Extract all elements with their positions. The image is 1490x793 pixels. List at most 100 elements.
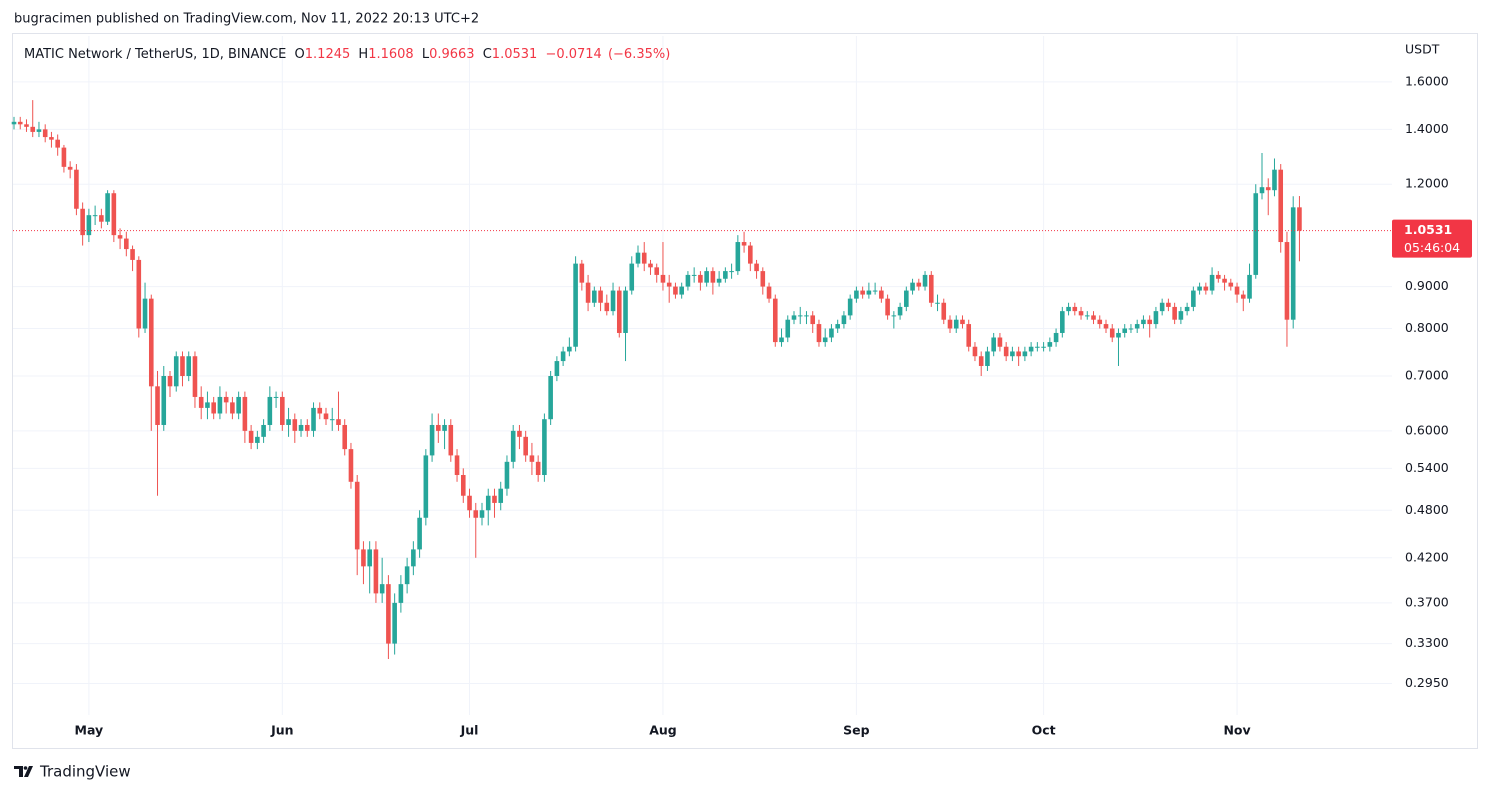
- open-value: 1.1245: [305, 47, 351, 62]
- candle-body: [86, 215, 92, 236]
- candle-body: [510, 430, 516, 462]
- candle-body: [997, 337, 1003, 347]
- candle-body: [735, 242, 741, 272]
- last-price-tag: [1392, 219, 1472, 258]
- candle-body: [754, 263, 759, 272]
- candle-body: [1084, 315, 1090, 317]
- candle-body: [604, 302, 610, 312]
- candle-body: [1128, 328, 1134, 330]
- candle-body: [548, 376, 553, 420]
- candle-body: [1216, 274, 1221, 279]
- candle-body: [648, 263, 653, 268]
- x-tick-label: Aug: [649, 723, 677, 738]
- candle-body: [1191, 290, 1196, 307]
- candle-body: [691, 274, 697, 276]
- candle-body: [1290, 207, 1296, 320]
- candle-body: [1078, 311, 1084, 316]
- candle-body: [766, 286, 772, 299]
- candle-body: [1184, 306, 1190, 312]
- candle-body: [1141, 319, 1146, 325]
- candle-body: [1153, 311, 1159, 325]
- candle-body: [560, 351, 566, 362]
- candle-body: [816, 324, 822, 343]
- candle-body: [423, 455, 429, 518]
- candle-body: [429, 424, 435, 456]
- candle-body: [891, 315, 897, 317]
- candle-body: [523, 436, 528, 456]
- candle-body: [317, 407, 323, 414]
- candle-body: [916, 282, 922, 287]
- footer-logo: TradingView: [14, 763, 131, 781]
- candle-body: [379, 584, 385, 594]
- candle-body: [173, 356, 179, 387]
- candle-body: [1222, 278, 1227, 283]
- candle-body: [298, 424, 304, 431]
- candle-body: [55, 139, 60, 148]
- x-tick-label: May: [75, 723, 104, 738]
- candle-body: [922, 274, 928, 287]
- candle-body: [261, 424, 266, 437]
- candle-body: [723, 271, 728, 279]
- candle-body: [748, 245, 753, 264]
- candle-body: [80, 208, 85, 236]
- candle-body: [542, 419, 547, 476]
- candle-body: [267, 396, 273, 425]
- candle-body: [598, 290, 603, 303]
- candle-body: [797, 315, 803, 317]
- candle-body: [554, 361, 560, 377]
- candle-body: [180, 356, 185, 377]
- candle-body: [679, 286, 684, 295]
- candle-body: [1097, 319, 1103, 325]
- candle-body: [67, 166, 73, 170]
- candle-body: [579, 263, 585, 283]
- candle-body: [61, 147, 67, 167]
- candle-body: [99, 215, 104, 222]
- candle-body: [130, 249, 135, 260]
- candle-body: [404, 566, 410, 585]
- y-tick-label: 0.3300: [1405, 635, 1449, 650]
- candle-body: [373, 549, 379, 594]
- candle-body: [273, 396, 279, 398]
- candle-body: [1028, 346, 1034, 352]
- candle-body: [286, 419, 291, 425]
- y-tick-label: 0.5400: [1405, 460, 1449, 475]
- x-tick-label: Nov: [1223, 723, 1250, 738]
- candle-body: [960, 319, 965, 325]
- candle-body: [829, 328, 834, 338]
- candle-body: [311, 407, 316, 431]
- candle-body: [1047, 342, 1053, 347]
- logo-icon: [14, 766, 33, 777]
- candle-body: [660, 274, 666, 283]
- candle-body: [1253, 193, 1259, 275]
- x-tick-label: Sep: [843, 723, 869, 738]
- candle-body: [860, 290, 865, 295]
- candle-body: [24, 124, 29, 127]
- candle-body: [467, 495, 472, 511]
- candle-body: [367, 549, 372, 567]
- candle-body: [872, 290, 878, 292]
- candle-body: [928, 274, 934, 303]
- candle-body: [1259, 187, 1265, 194]
- logo-dot: [23, 766, 28, 770]
- candle-body: [205, 402, 210, 408]
- candle-body: [529, 455, 535, 462]
- grid: [13, 36, 1392, 715]
- candle-body: [155, 386, 160, 425]
- candle-body: [1060, 311, 1065, 333]
- candle-body: [1240, 294, 1246, 299]
- candle-body: [785, 319, 791, 338]
- candle-body: [1116, 332, 1121, 338]
- candle-body: [336, 419, 341, 425]
- candle-body: [1109, 328, 1115, 338]
- candle-body: [1010, 351, 1015, 357]
- y-tick-label: 0.3700: [1405, 594, 1449, 609]
- candle-body: [1166, 302, 1171, 307]
- change-value: −0.0714: [545, 47, 601, 62]
- candle-body: [854, 290, 859, 299]
- candle-body: [105, 193, 110, 222]
- candle-body: [485, 495, 491, 511]
- candle-body: [124, 238, 129, 250]
- candle-body: [573, 263, 578, 347]
- low-value: 0.9663: [429, 47, 475, 62]
